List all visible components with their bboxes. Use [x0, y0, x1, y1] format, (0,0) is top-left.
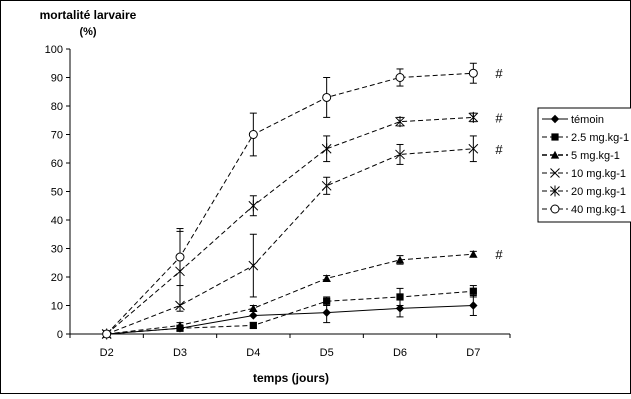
- data-point: [395, 304, 405, 313]
- y-tick-label: 10: [51, 301, 63, 313]
- legend-label: 40 mg.kg-1: [571, 204, 626, 216]
- y-tick-label: 50: [51, 187, 63, 199]
- legend-marker: [550, 150, 560, 159]
- data-point: [468, 111, 479, 123]
- data-point: [249, 321, 257, 330]
- y-tick-label: 40: [51, 215, 63, 227]
- series-5: #: [102, 62, 503, 339]
- y-axis-label-line2: (%): [79, 26, 96, 38]
- y-tick-label: 100: [45, 44, 63, 56]
- x-tick-label: D3: [173, 347, 187, 359]
- legend: témoin 2.5 mg.kg-1 5 mg.kg-1 10 mg.kg-1 20 m…: [537, 107, 631, 223]
- data-point: [321, 143, 332, 155]
- data-point: [469, 301, 478, 310]
- series-layer: # # # #: [101, 62, 503, 340]
- legend-label: 10 mg.kg-1: [571, 168, 626, 180]
- axes: 0 10 20 30 40 50 60 70 80 90 100 D2 D3 D4 D5 D6 D7: [45, 44, 511, 359]
- series-3: #: [101, 135, 503, 339]
- series-0: [102, 295, 478, 339]
- data-point: [175, 321, 185, 330]
- legend-item: 40 mg.kg-1: [542, 204, 626, 216]
- legend-item: 5 mg.kg-1: [542, 150, 620, 162]
- y-tick-label: 90: [51, 73, 63, 85]
- significance-mark: #: [495, 66, 503, 81]
- legend-marker: [550, 204, 560, 214]
- legend-box: [537, 107, 631, 223]
- significance-mark: #: [495, 142, 503, 157]
- data-point: [248, 200, 259, 212]
- significance-mark: #: [495, 110, 503, 125]
- legend-item: 20 mg.kg-1: [542, 185, 626, 198]
- data-point: [395, 255, 405, 264]
- data-point: [469, 250, 478, 258]
- x-axis-label: temps (jours): [253, 371, 329, 385]
- legend-item: 2.5 mg.kg-1: [542, 132, 629, 144]
- data-point: [322, 308, 331, 317]
- x-tick-label: D6: [393, 347, 407, 359]
- legend-item: 10 mg.kg-1: [542, 168, 626, 180]
- legend-marker: [550, 114, 560, 124]
- series-line: [106, 253, 474, 335]
- data-point: [249, 311, 258, 320]
- data-point: [468, 143, 479, 154]
- data-point: [395, 73, 405, 82]
- series-line: [106, 148, 474, 335]
- series-line: [106, 72, 474, 335]
- legend-marker: [550, 185, 560, 197]
- data-point: [248, 260, 259, 271]
- legend-label: 2.5 mg.kg-1: [571, 132, 629, 144]
- data-point: [323, 297, 331, 305]
- x-tick-label: D7: [466, 347, 480, 359]
- legend-label: 5 mg.kg-1: [571, 150, 620, 162]
- x-tick-label: D2: [100, 347, 114, 359]
- y-tick-label: 30: [51, 244, 63, 256]
- legend-item: témoin: [542, 114, 604, 126]
- data-point: [322, 92, 332, 102]
- y-tick-label: 70: [51, 130, 63, 142]
- legend-marker: [550, 168, 560, 178]
- data-point: [175, 252, 185, 262]
- legend-label: 20 mg.kg-1: [571, 186, 626, 198]
- series-line: [106, 116, 474, 335]
- data-point: [321, 180, 332, 191]
- data-point: [248, 130, 258, 139]
- data-point: [395, 116, 405, 128]
- data-point: [249, 304, 258, 312]
- x-tick-label: D5: [320, 347, 334, 359]
- series-line: [106, 305, 474, 335]
- y-tick-label: 0: [57, 329, 63, 341]
- x-tick-label: D4: [246, 347, 260, 359]
- legend-marker: [551, 133, 559, 141]
- series-line: [106, 290, 474, 335]
- data-point: [102, 329, 112, 339]
- data-point: [396, 293, 404, 301]
- y-tick-label: 80: [51, 101, 63, 113]
- data-point: [468, 68, 478, 78]
- y-tick-label: 20: [51, 272, 63, 284]
- y-axis-label-line1: mortalité larvaire: [40, 8, 137, 22]
- data-point: [395, 149, 405, 160]
- significance-mark: #: [495, 247, 503, 262]
- legend-label: témoin: [571, 114, 604, 126]
- data-point: [469, 287, 477, 295]
- data-point: [322, 274, 331, 283]
- y-tick-label: 60: [51, 158, 63, 170]
